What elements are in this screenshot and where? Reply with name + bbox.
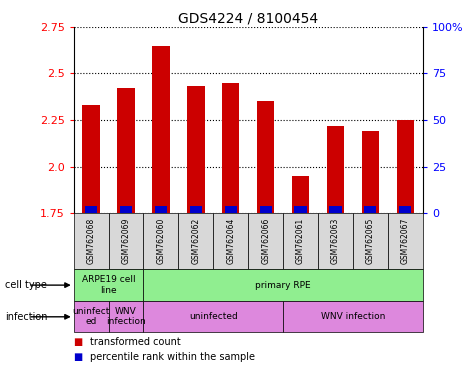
Text: ARPE19 cell
line: ARPE19 cell line	[82, 275, 135, 295]
Bar	[74, 301, 108, 332]
Bar	[152, 46, 170, 213]
Bar	[283, 213, 318, 269]
Bar	[190, 206, 202, 213]
Title: GDS4224 / 8100454: GDS4224 / 8100454	[178, 12, 318, 26]
Bar	[120, 206, 132, 213]
Bar	[179, 213, 213, 269]
Text: primary RPE: primary RPE	[255, 281, 311, 290]
Bar	[74, 213, 108, 269]
Bar	[222, 83, 239, 213]
Text: cell type: cell type	[5, 280, 47, 290]
Bar	[353, 213, 388, 269]
Bar	[143, 301, 283, 332]
Bar	[155, 206, 167, 213]
Text: GSM762066: GSM762066	[261, 218, 270, 264]
Bar	[248, 213, 283, 269]
Bar	[74, 269, 143, 301]
Text: transformed count: transformed count	[90, 337, 181, 347]
Bar	[327, 126, 344, 213]
Bar	[85, 206, 97, 213]
Bar	[117, 88, 135, 213]
Text: GSM762069: GSM762069	[122, 218, 131, 264]
Bar	[283, 301, 423, 332]
Text: GSM762063: GSM762063	[331, 218, 340, 264]
Text: uninfected: uninfected	[189, 312, 238, 321]
Text: GSM762061: GSM762061	[296, 218, 305, 264]
Text: GSM762068: GSM762068	[86, 218, 95, 264]
Bar	[364, 206, 377, 213]
Bar	[257, 101, 275, 213]
Bar	[399, 206, 411, 213]
Bar	[82, 105, 100, 213]
Bar	[108, 301, 143, 332]
Text: ■: ■	[74, 337, 83, 347]
Bar	[213, 213, 248, 269]
Bar	[318, 213, 353, 269]
Bar	[292, 176, 309, 213]
Bar	[187, 86, 205, 213]
Text: WNV infection: WNV infection	[321, 312, 385, 321]
Bar	[329, 206, 342, 213]
Bar	[294, 206, 307, 213]
Bar	[397, 120, 414, 213]
Bar	[143, 269, 423, 301]
Text: GSM762065: GSM762065	[366, 218, 375, 264]
Bar	[259, 206, 272, 213]
Text: WNV
infection: WNV infection	[106, 307, 146, 326]
Bar	[143, 213, 178, 269]
Bar	[225, 206, 237, 213]
Text: percentile rank within the sample: percentile rank within the sample	[90, 352, 255, 362]
Text: GSM762067: GSM762067	[401, 218, 410, 264]
Text: GSM762064: GSM762064	[226, 218, 235, 264]
Text: GSM762062: GSM762062	[191, 218, 200, 264]
Text: GSM762060: GSM762060	[156, 218, 165, 264]
Text: uninfect
ed: uninfect ed	[72, 307, 110, 326]
Bar	[388, 213, 423, 269]
Text: infection: infection	[5, 312, 47, 322]
Bar	[361, 131, 379, 213]
Text: ■: ■	[74, 352, 83, 362]
Bar	[108, 213, 143, 269]
